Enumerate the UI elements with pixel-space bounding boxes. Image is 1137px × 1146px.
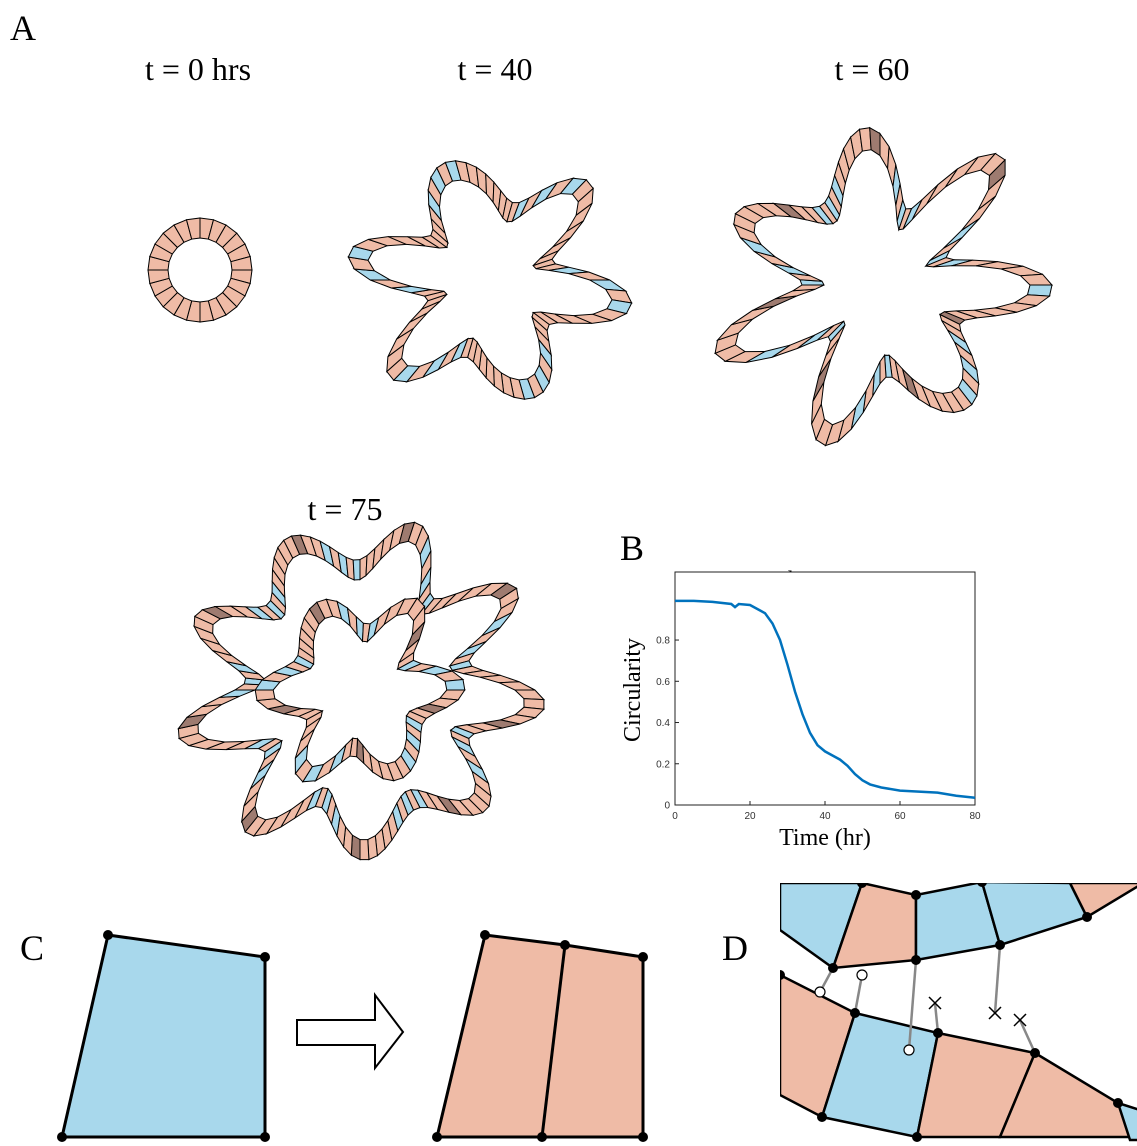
cell bbox=[793, 285, 824, 291]
cell bbox=[569, 272, 610, 280]
x-tick-label: 40 bbox=[819, 811, 831, 822]
cell bbox=[360, 840, 369, 860]
y-tick-label: 0 bbox=[664, 801, 670, 812]
cell bbox=[515, 690, 544, 700]
merge-diagram bbox=[775, 877, 1137, 1142]
figure: A B C D t = 0 hrs t = 40 t = 60 t = 75 bbox=[0, 0, 1137, 1146]
cell bbox=[467, 628, 500, 649]
cell bbox=[819, 338, 840, 377]
x-tick-label: 0 bbox=[672, 811, 678, 822]
cell bbox=[753, 296, 798, 311]
cell bbox=[445, 680, 465, 691]
frame-title: t = 0 hrs bbox=[145, 51, 251, 87]
x-axis-label: Time (hr) bbox=[779, 825, 871, 851]
line-chart: Ring shape over time Time (hr) Circulari… bbox=[620, 566, 981, 851]
x-tick-label: 80 bbox=[969, 811, 981, 822]
y-tick-label: 0.6 bbox=[656, 677, 670, 688]
cell bbox=[486, 174, 494, 202]
cell bbox=[370, 280, 411, 288]
cell bbox=[499, 682, 535, 690]
x-tick-label: 20 bbox=[744, 811, 756, 822]
arrow bbox=[297, 995, 403, 1068]
cell bbox=[961, 196, 995, 230]
cell bbox=[494, 366, 504, 393]
cell bbox=[220, 690, 255, 697]
cell bbox=[754, 251, 793, 268]
y-tick-label: 0.8 bbox=[656, 636, 670, 647]
cell bbox=[353, 560, 360, 580]
y-tick-label: 0.2 bbox=[656, 759, 670, 770]
frame-title: t = 40 bbox=[458, 51, 533, 87]
cell bbox=[202, 696, 240, 706]
frame-title: t = 60 bbox=[835, 51, 910, 87]
y-tick-label: 0.4 bbox=[656, 718, 670, 729]
cell bbox=[731, 306, 774, 325]
panel-label: C bbox=[20, 928, 44, 968]
cell bbox=[880, 355, 886, 383]
cell bbox=[870, 128, 880, 156]
cell bbox=[397, 313, 428, 339]
plot-area bbox=[675, 572, 975, 805]
cell bbox=[476, 167, 486, 194]
cell bbox=[62, 935, 265, 1137]
cell bbox=[368, 836, 378, 860]
x-tick-label: 60 bbox=[894, 811, 906, 822]
cell bbox=[553, 221, 584, 247]
cell bbox=[943, 219, 979, 249]
frame-title: t = 75 bbox=[308, 491, 383, 527]
panel-label: B bbox=[620, 528, 644, 568]
cell bbox=[772, 335, 815, 357]
panel-label: D bbox=[722, 928, 748, 968]
panel-label: A bbox=[10, 8, 36, 48]
cell bbox=[927, 169, 958, 204]
cell bbox=[486, 358, 494, 386]
y-axis-label: Circularity bbox=[620, 638, 646, 742]
cell bbox=[1021, 274, 1052, 285]
cell bbox=[912, 185, 938, 220]
cell bbox=[437, 935, 643, 1137]
division-diagram bbox=[57, 930, 648, 1142]
cell bbox=[255, 690, 275, 701]
